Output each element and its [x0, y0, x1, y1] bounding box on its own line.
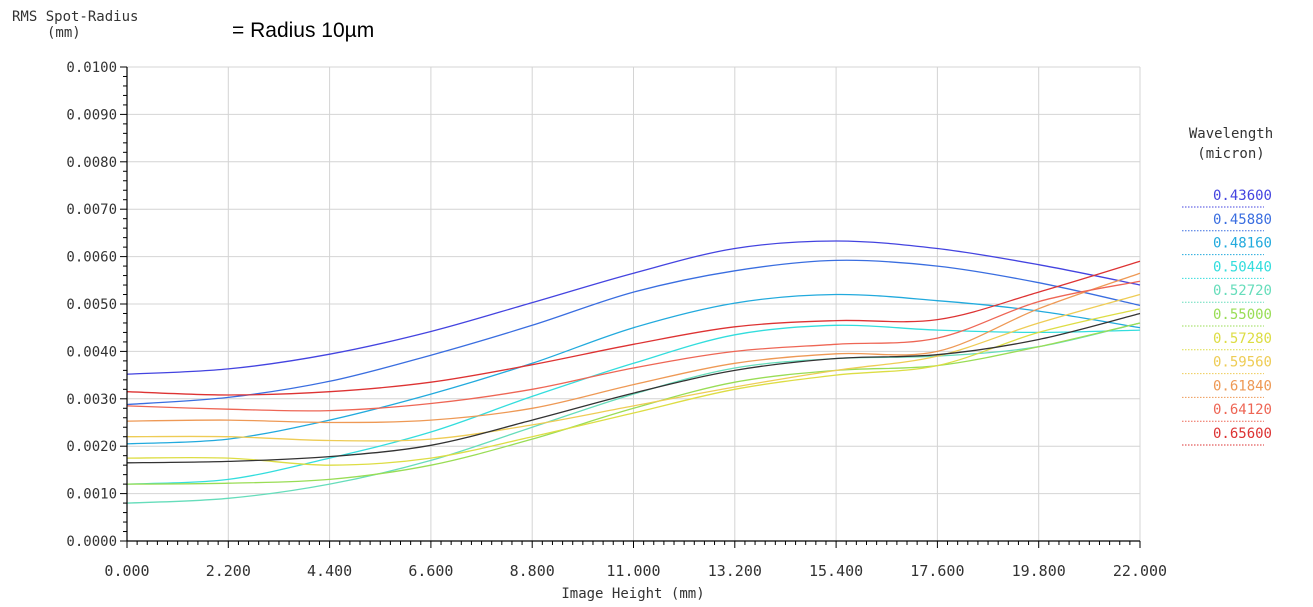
y-tick-label: 0.0010	[66, 487, 117, 503]
series-line-0.65600	[126, 260, 1141, 396]
series-line-0.59560	[126, 293, 1141, 442]
series-line-0.50440	[126, 324, 1141, 485]
x-tick-label: 19.800	[1012, 562, 1066, 580]
legend-label: 0.45880	[1213, 212, 1272, 228]
y-tick-label: 0.0070	[66, 202, 117, 218]
x-tick-label: 8.800	[510, 562, 555, 580]
series-lines	[126, 240, 1141, 504]
series-line-0.48160	[126, 293, 1141, 445]
x-tick-label: 17.600	[910, 562, 964, 580]
legend: 0.43600 0.45880 0.48160 0.50440 0.52720 0.550…	[1182, 188, 1272, 446]
series-line-0.55000	[126, 322, 1141, 485]
y-tick-label: 0.0090	[66, 107, 117, 123]
legend-label: 0.55000	[1213, 307, 1272, 323]
legend-unit: (micron)	[1197, 146, 1264, 162]
chart-title: RMS Spot-Radius	[12, 9, 138, 25]
y-axis-unit: (mm)	[47, 25, 81, 41]
legend-label: 0.52720	[1213, 283, 1272, 299]
legend-label: 0.50440	[1213, 259, 1272, 275]
legend-label: 0.59560	[1213, 355, 1272, 371]
y-tick-label: 0.0030	[66, 392, 117, 408]
legend-label: 0.64120	[1213, 402, 1272, 418]
series-line-extra-11	[126, 312, 1141, 464]
legend-label: 0.43600	[1213, 188, 1272, 204]
series-line-0.45880	[126, 259, 1141, 406]
x-tick-label: 2.200	[206, 562, 251, 580]
y-tick-label: 0.0020	[66, 439, 117, 455]
x-tick-label: 4.400	[307, 562, 352, 580]
series-line-0.52720	[126, 322, 1141, 504]
y-tick-label: 0.0000	[66, 534, 117, 550]
legend-label: 0.57280	[1213, 331, 1272, 347]
y-tick-label: 0.0100	[66, 60, 117, 76]
series-line-0.61840	[126, 272, 1141, 424]
x-tick-label: 0.000	[104, 562, 149, 580]
legend-title: Wavelength	[1189, 126, 1273, 142]
x-axis-ticks: 0.000 2.200 4.400 6.600 8.800 11.000 13.200 15.…	[104, 541, 1167, 580]
y-tick-label: 0.0040	[66, 344, 117, 360]
x-tick-label: 11.000	[606, 562, 660, 580]
y-tick-label: 0.0080	[66, 155, 117, 171]
x-tick-label: 13.200	[708, 562, 762, 580]
series-line-0.57280	[126, 308, 1141, 466]
radius-annotation: = Radius 10µm	[232, 19, 374, 42]
x-tick-label: 6.600	[408, 562, 453, 580]
y-tick-label: 0.0060	[66, 250, 117, 266]
legend-label: 0.48160	[1213, 236, 1272, 252]
y-axis-ticks: 0.0000 0.0010 0.0020 0.0030 0.0040 0.0050 0.00…	[66, 60, 127, 550]
y-tick-label: 0.0050	[66, 297, 117, 313]
legend-label: 0.61840	[1213, 378, 1272, 394]
legend-label: 0.65600	[1213, 426, 1272, 442]
x-tick-label: 15.400	[809, 562, 863, 580]
x-tick-label: 22.000	[1113, 562, 1167, 580]
series-line-0.43600	[126, 240, 1141, 375]
series-line-0.64120	[126, 280, 1141, 412]
x-axis-label: Image Height (mm)	[561, 586, 704, 602]
